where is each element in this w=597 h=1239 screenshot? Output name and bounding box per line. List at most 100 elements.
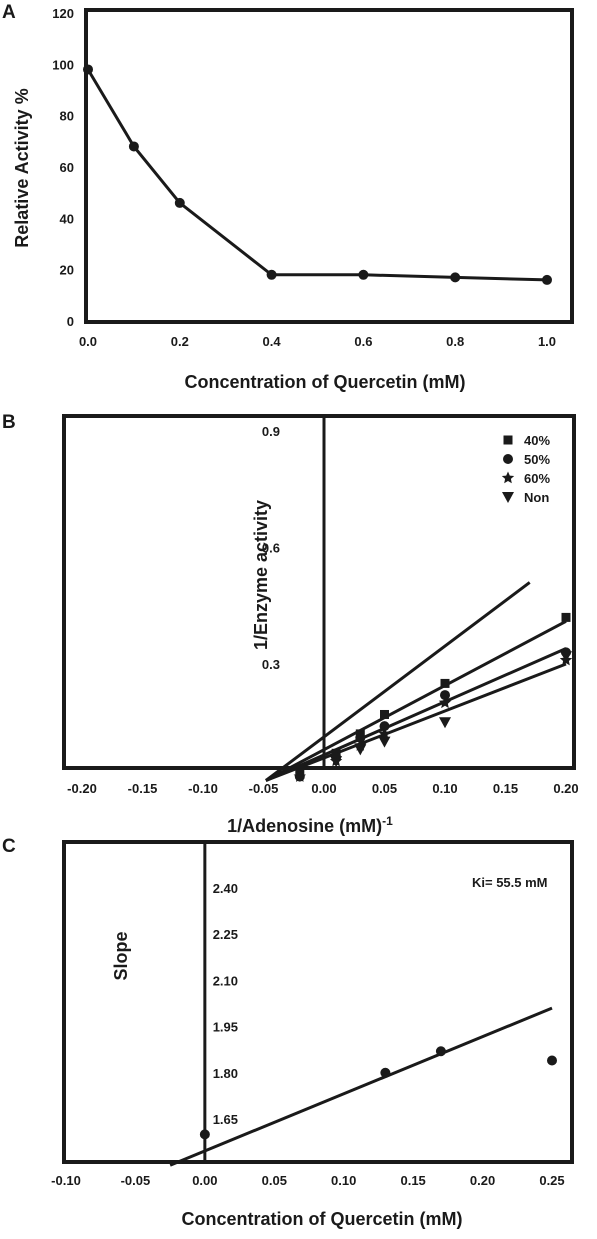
panel-b-y-tick-label: 0.3 [262, 657, 280, 672]
panel-c-y-tick-label: 1.65 [213, 1112, 238, 1127]
panel-b-data-point [355, 732, 366, 743]
panel-b-x-tick-label: -0.05 [249, 781, 279, 796]
panel-c-x-ticks: -0.10 -0.05 0.00 0.05 0.10 0.15 0.20 0.25 [51, 1173, 564, 1188]
panel-c-y-ticks: 1.65 1.80 1.95 2.10 2.25 2.40 [213, 881, 238, 1127]
panel-b-data-point [293, 770, 306, 782]
panel-b-legend-marker [501, 471, 515, 484]
panel-b-x-ticks: -0.20 -0.15 -0.10 -0.05 0.00 0.05 0.10 0.15 0.20 [67, 781, 578, 796]
panel-b-fit-line [265, 619, 567, 782]
panel-b-legend-marker [502, 492, 514, 503]
panel-b-data-point [560, 651, 572, 663]
panel-c-points [199, 1046, 557, 1140]
panel-b-data-point [378, 736, 391, 748]
panel-a-data-point [174, 197, 185, 208]
panel-b-y-axis-title: 1/Enzyme activity [251, 500, 271, 650]
panel-c: C 1.65 1.80 1.95 2.10 2.25 2.40 -0.10 -0.05 0.0… [2, 836, 574, 1229]
panel-b-fit-line [265, 647, 567, 782]
panel-c-regression-line [169, 1006, 553, 1167]
panel-b-points [293, 612, 573, 782]
panel-b-x-tick-label: 0.00 [311, 781, 336, 796]
panel-a-x-tick-label: 0.8 [446, 334, 464, 349]
panel-b-letter: B [2, 412, 16, 433]
panel-c-ki-annotation: Ki= 55.5 mM [472, 875, 548, 890]
panel-c-x-tick-label: 0.20 [470, 1173, 495, 1188]
panel-a-x-tick-label: 0.2 [171, 334, 189, 349]
panel-c-data-point [380, 1067, 391, 1078]
panel-b-y-tick-label: 0.9 [262, 424, 280, 439]
panel-a-y-tick-label: 40 [60, 211, 74, 226]
panel-a-x-tick-label: 0.4 [263, 334, 282, 349]
panel-a-y-tick-label: 0 [67, 314, 74, 329]
panel-b-x-tick-label: 0.10 [432, 781, 457, 796]
panel-c-y-tick-label: 1.80 [213, 1066, 238, 1081]
panel-b-x-tick-label: 0.20 [553, 781, 578, 796]
panel-a-data-point [358, 269, 369, 280]
panel-c-data-point [435, 1046, 446, 1057]
panel-b-y-tick-label: 0.6 [262, 541, 280, 556]
panel-a-x-axis-title: Concentration of Quercetin (mM) [184, 372, 465, 392]
panel-c-data-point [199, 1129, 210, 1140]
panel-a-y-tick-label: 60 [60, 160, 74, 175]
panel-c-x-tick-label: 0.10 [331, 1173, 356, 1188]
panel-b-legend-label: Non [524, 490, 549, 505]
panel-a-data-point [542, 274, 552, 285]
panel-a-data-point [266, 269, 277, 280]
panel-a-series [83, 64, 552, 285]
panel-a-letter: A [2, 2, 16, 23]
panel-b-legend-label: 50% [524, 452, 550, 467]
panel-c-data-point [547, 1055, 557, 1066]
panel-b-legend-marker [503, 435, 513, 445]
panel-a-x-tick-label: 1.0 [538, 334, 556, 349]
panel-a-y-tick-label: 120 [52, 6, 74, 21]
panel-b-x-tick-label: 0.05 [372, 781, 397, 796]
panel-b-fit-line [265, 581, 531, 782]
panel-b-legend-label: 40% [524, 433, 550, 448]
panel-a-data-point [83, 64, 93, 75]
panel-c-x-tick-label: -0.10 [51, 1173, 81, 1188]
panel-c-x-tick-label: 0.15 [400, 1173, 425, 1188]
panel-b-x-tick-label: -0.10 [188, 781, 218, 796]
panel-b: B 0.3 0.6 0.9 -0.20 -0.15 -0.10 -0.05 0.00 0.05… [2, 412, 579, 836]
panel-a-data-point [128, 141, 139, 152]
panel-a-y-tick-label: 100 [52, 57, 74, 72]
panel-c-x-tick-label: 0.00 [192, 1173, 217, 1188]
panel-a-data-point [450, 272, 461, 283]
panel-b-data-point [354, 744, 367, 756]
panel-c-fit-line [169, 1006, 553, 1167]
panel-a-y-tick-label: 80 [60, 109, 74, 124]
panel-c-letter: C [2, 836, 16, 857]
panel-c-x-axis-title: Concentration of Quercetin (mM) [181, 1209, 462, 1229]
panel-b-legend-label: 60% [524, 471, 550, 486]
panel-b-data-point [439, 717, 451, 729]
panel-b-data-point [561, 612, 571, 622]
panel-b-fit-lines [265, 581, 567, 782]
panel-c-x-tick-label: -0.05 [121, 1173, 151, 1188]
panel-b-x-axis-title: 1/Adenosine (mM)-1 [227, 814, 393, 836]
panel-c-plot-frame [62, 840, 574, 1164]
panel-a-series-line [86, 68, 548, 282]
panel-b-plot-frame [62, 414, 576, 770]
panel-a-x-ticks: 0.0 0.2 0.4 0.6 0.8 1.0 [79, 334, 556, 349]
panel-b-x-axis-title-superscript: -1 [382, 814, 393, 828]
panel-c-x-tick-label: 0.05 [262, 1173, 287, 1188]
panel-a-y-ticks: 0 20 40 60 80 100 120 [52, 6, 74, 329]
panel-b-x-tick-label: -0.20 [67, 781, 97, 796]
panel-b-data-point [378, 727, 391, 740]
panel-a-plot-frame [84, 8, 574, 324]
panel-c-y-tick-label: 2.10 [213, 973, 238, 988]
panel-b-x-tick-label: -0.15 [128, 781, 158, 796]
panel-b-data-point [440, 678, 450, 688]
panel-c-y-tick-label: 1.95 [213, 1020, 238, 1035]
panel-c-x-tick-label: 0.25 [539, 1173, 564, 1188]
panel-b-x-axis-title-text: 1/Adenosine (mM) [227, 816, 382, 836]
panel-a-x-tick-label: 0.6 [354, 334, 372, 349]
panel-a: A 0 20 40 60 80 100 120 0.0 0.2 0.4 0.6 0.8 1.0 Rel… [2, 2, 574, 392]
panel-b-data-point [330, 756, 343, 768]
panel-b-fit-line [265, 662, 567, 782]
panel-c-y-tick-label: 2.40 [213, 881, 238, 896]
panel-a-x-tick-label: 0.0 [79, 334, 97, 349]
panel-b-data-point [440, 690, 450, 701]
panel-b-y-ticks: 0.3 0.6 0.9 [262, 424, 280, 672]
panel-b-data-point [380, 709, 389, 719]
